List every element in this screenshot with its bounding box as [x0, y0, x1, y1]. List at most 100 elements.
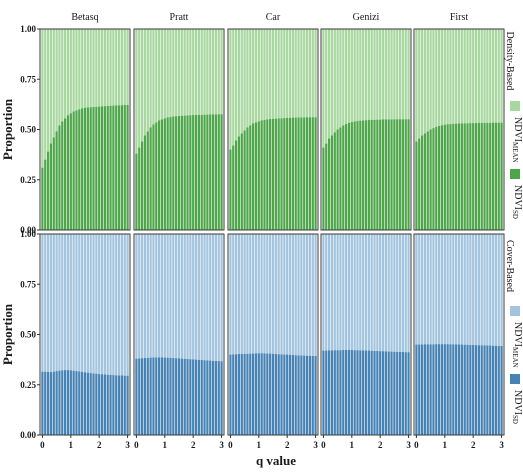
bar-upper [463, 234, 466, 345]
bar-lower [455, 123, 458, 230]
bar-lower [370, 119, 373, 230]
bar-lower [100, 374, 104, 435]
bar-lower [55, 131, 58, 230]
bar-lower [117, 375, 121, 435]
bar-lower [117, 105, 121, 230]
bar-upper [466, 29, 469, 124]
bar-upper [483, 234, 486, 346]
bar-lower [463, 344, 466, 435]
bar-upper [197, 29, 200, 115]
bar-lower [232, 145, 235, 230]
bar-upper [44, 29, 47, 160]
bar-lower [252, 353, 255, 436]
bar-lower [303, 355, 306, 436]
legend-label-lower: NDVISD [511, 185, 523, 219]
bar-upper [61, 234, 64, 371]
bar-upper [200, 234, 203, 361]
bar-lower [120, 105, 124, 230]
panel-border [227, 233, 319, 436]
bar-upper [92, 234, 95, 374]
bar-lower [308, 355, 312, 435]
bar-upper [269, 234, 272, 354]
bar-upper [353, 234, 356, 351]
bar-lower [81, 371, 84, 435]
bar-upper [294, 234, 297, 356]
bar-lower [325, 350, 328, 435]
bar-upper [435, 234, 438, 345]
bar-upper [109, 29, 112, 106]
bar-lower [240, 133, 243, 230]
bar-lower [460, 123, 463, 230]
bar-lower [420, 135, 424, 230]
bar-lower [120, 375, 124, 435]
bar-upper [44, 234, 47, 372]
bar-upper [325, 234, 328, 351]
bar-upper [214, 234, 218, 362]
bar-lower [217, 361, 220, 435]
bar-lower [220, 361, 223, 435]
bar-upper [376, 234, 379, 351]
bar-lower [123, 104, 126, 230]
bar-lower [169, 117, 172, 230]
bar-lower [100, 106, 104, 230]
bar-upper [158, 234, 161, 358]
bar-lower [401, 119, 405, 230]
bar-upper [367, 29, 370, 121]
x-tick-label: 0 [414, 440, 419, 450]
bar-lower [206, 360, 209, 435]
bar-lower [297, 355, 300, 435]
bar-lower [356, 350, 359, 435]
bar-lower [197, 359, 200, 435]
bar-lower [249, 353, 252, 436]
bar-lower [274, 354, 277, 435]
bar-lower [243, 353, 246, 435]
bar-upper [64, 234, 67, 371]
bar-lower [398, 119, 402, 230]
bar-upper [200, 29, 203, 115]
y-tick-label: 0.25 [20, 380, 36, 390]
x-tick-label: 3 [219, 440, 224, 450]
bar-lower [135, 153, 138, 230]
bar-upper [463, 29, 466, 124]
bar-lower [269, 119, 272, 230]
bar-upper [92, 29, 95, 107]
panel-density-based-pratt [133, 28, 225, 231]
x-tick-label: 2 [191, 440, 196, 450]
bar-lower [336, 129, 339, 230]
bar-upper [123, 29, 126, 105]
bar-upper [232, 234, 235, 355]
bar-lower [404, 352, 407, 435]
y-tick-label: 0.00 [20, 430, 36, 440]
bar-lower [194, 359, 198, 436]
bar-upper [466, 234, 469, 345]
bar-upper [286, 234, 289, 355]
bar-upper [135, 234, 138, 359]
bar-upper [240, 234, 243, 354]
bar-lower [364, 350, 368, 435]
bar-lower [339, 127, 342, 230]
bar-upper [66, 29, 70, 116]
bar-lower [311, 117, 314, 230]
bar-lower [175, 116, 178, 230]
bar-lower [294, 355, 297, 435]
bar-upper [81, 234, 84, 372]
bar-lower [353, 121, 356, 230]
bar-lower [376, 119, 379, 230]
bar-lower [314, 117, 317, 230]
bar-lower [186, 115, 189, 230]
bar-lower [300, 117, 303, 230]
bar-upper [347, 29, 351, 123]
bar-upper [177, 29, 181, 117]
bar-upper [112, 29, 115, 106]
y-tick-label: 0.25 [20, 175, 36, 185]
facet-strip-label-car: Car [266, 12, 281, 23]
bar-lower [300, 355, 303, 435]
bar-lower [390, 351, 393, 435]
bar-upper [396, 29, 399, 120]
bar-upper [277, 29, 280, 119]
bar-upper [455, 234, 458, 345]
bar-lower [146, 131, 149, 230]
panel-cover-based-pratt [133, 233, 225, 436]
bar-upper [66, 234, 70, 371]
